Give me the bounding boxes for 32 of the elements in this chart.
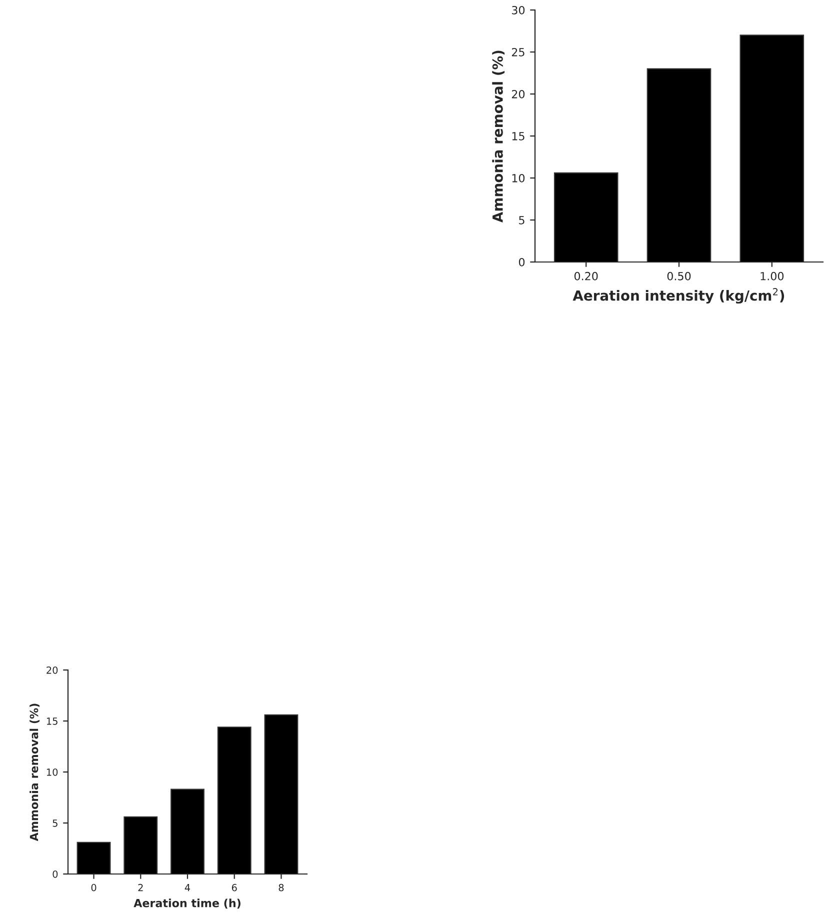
bar bbox=[76, 842, 111, 874]
y-tick-label: 0 bbox=[518, 258, 525, 266]
y-tick-label: 20 bbox=[512, 90, 525, 98]
x-tick-label: 4 bbox=[184, 884, 190, 892]
bar bbox=[217, 726, 252, 874]
x-axis-title: Aeration time (h) bbox=[134, 898, 240, 909]
x-tick-label: 0 bbox=[91, 884, 96, 892]
y-axis-title: Ammonia removal (%) bbox=[30, 704, 40, 842]
x-tick-label: 2 bbox=[138, 884, 143, 892]
x-tick-label: 0.50 bbox=[667, 272, 691, 280]
y-tick-label: 15 bbox=[512, 132, 524, 140]
bar bbox=[646, 68, 712, 262]
x-tick-label: 0.20 bbox=[574, 272, 598, 280]
y-tick-label: 15 bbox=[46, 718, 58, 725]
x-tick-label: 1.00 bbox=[760, 272, 784, 280]
bar bbox=[264, 714, 298, 874]
x-axis-title: Aeration intensity (kg/cm$^{2}$) bbox=[572, 288, 784, 304]
y-tick-label: 10 bbox=[512, 174, 525, 182]
x-tick-label: 8 bbox=[278, 884, 284, 892]
y-axis-title: Ammonia removal (%) bbox=[492, 50, 505, 222]
bar bbox=[124, 816, 158, 874]
bar bbox=[554, 172, 618, 262]
y-tick-label: 20 bbox=[46, 666, 58, 674]
y-tick-label: 5 bbox=[52, 820, 58, 827]
y-tick-label: 25 bbox=[512, 48, 524, 56]
x-tick-label: 6 bbox=[232, 884, 237, 892]
bar bbox=[740, 34, 804, 262]
y-tick-label: 10 bbox=[46, 768, 58, 776]
bar bbox=[170, 788, 204, 874]
y-tick-label: 5 bbox=[519, 216, 524, 224]
y-tick-label: 0 bbox=[52, 870, 58, 878]
y-tick-label: 30 bbox=[512, 6, 525, 14]
